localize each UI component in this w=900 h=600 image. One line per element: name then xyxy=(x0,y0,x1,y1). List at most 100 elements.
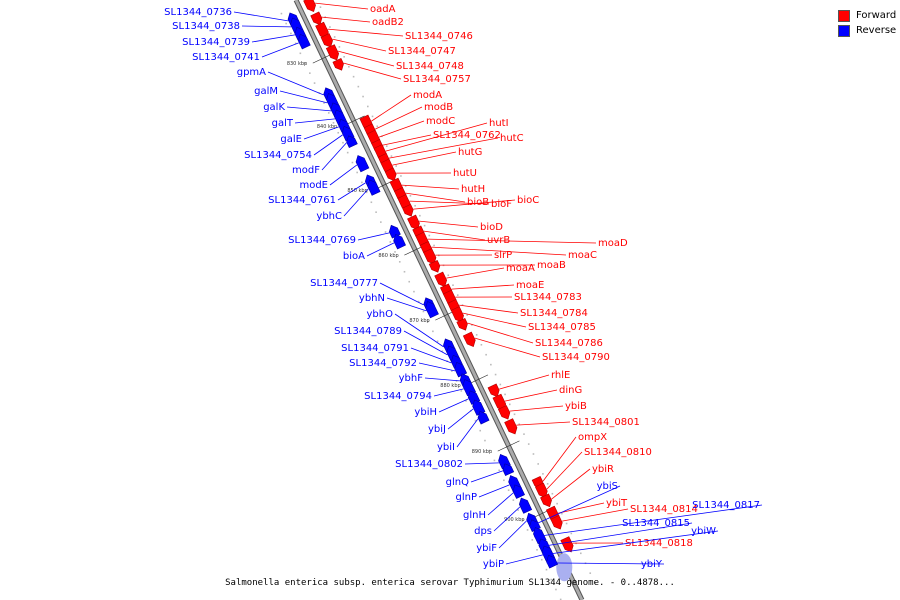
gene-label[interactable]: SL1344_0818 xyxy=(625,538,693,549)
gene-label[interactable]: SL1344_0748 xyxy=(396,61,464,72)
gene-label[interactable]: SL1344_0790 xyxy=(542,352,610,363)
gene-sl1344-0818[interactable]: SL1344_0818 xyxy=(560,536,693,553)
gene-glnq[interactable]: glnQ xyxy=(446,463,515,488)
gene-label[interactable]: ybiF xyxy=(476,543,497,554)
gene-sl1344-0810[interactable]: SL1344_0810 xyxy=(534,447,652,499)
gene-label[interactable]: ybhC xyxy=(316,211,342,222)
gene-label[interactable]: SL1344_0777 xyxy=(310,278,378,289)
gene-biof[interactable]: bioF xyxy=(397,194,512,211)
gene-label[interactable]: galT xyxy=(272,118,294,129)
gene-glnh[interactable]: glnH xyxy=(463,484,526,521)
gene-label[interactable]: SL1344_0783 xyxy=(514,292,582,303)
gene-arrow[interactable] xyxy=(423,248,437,265)
gene-arrow[interactable] xyxy=(472,399,486,416)
gene-arrow[interactable] xyxy=(310,11,323,26)
gene-arrow[interactable] xyxy=(534,482,548,499)
gene-arrow[interactable] xyxy=(384,167,397,182)
gene-sl1344-0802[interactable]: SL1344_0802 xyxy=(395,453,511,470)
gene-label[interactable]: SL1344_0754 xyxy=(244,150,312,161)
gene-label[interactable]: SL1344_0810 xyxy=(584,447,652,458)
gene-mode[interactable]: modE xyxy=(299,155,370,192)
gene-label[interactable]: SL1344_0786 xyxy=(535,338,603,349)
gene-dps[interactable]: dps xyxy=(474,497,533,537)
gene-label[interactable]: gpmA xyxy=(237,67,266,78)
gene-sl1344-0814[interactable]: SL1344_0814 xyxy=(550,504,698,530)
gene-arrow[interactable] xyxy=(325,44,340,61)
gene-label[interactable]: SL1344_0794 xyxy=(364,391,432,402)
gene-label[interactable]: modF xyxy=(292,165,320,176)
gene-label[interactable]: ybiY xyxy=(641,559,663,570)
gene-label[interactable]: glnH xyxy=(463,510,486,521)
gene-ybii[interactable]: ybiI xyxy=(437,410,490,453)
gene-arrow[interactable] xyxy=(550,515,563,530)
gene-ding[interactable]: dinG xyxy=(492,385,582,411)
gene-label[interactable]: SL1344_0792 xyxy=(349,358,417,369)
gene-bioc[interactable]: bioC xyxy=(402,195,540,217)
gene-arrow[interactable] xyxy=(477,410,490,425)
gene-label[interactable]: SL1344_0802 xyxy=(395,459,463,470)
gene-arrow[interactable] xyxy=(560,536,574,553)
reverse-strand-genes[interactable]: SL1344_0736 SL1344_0738 SL1344_0739 SL1344_… xyxy=(164,7,763,570)
gene-slrp[interactable]: slrP xyxy=(423,248,513,265)
gene-label[interactable]: moaE xyxy=(516,280,544,291)
gene-label[interactable]: ybiH xyxy=(414,407,437,418)
gene-sl1344-0786[interactable]: SL1344_0786 xyxy=(456,318,603,349)
gene-label[interactable]: moaB xyxy=(537,260,566,271)
gene-arrow[interactable] xyxy=(502,463,515,476)
gene-label[interactable]: slrP xyxy=(494,250,512,261)
gene-ybij[interactable]: ybiJ xyxy=(428,399,486,435)
gene-label[interactable]: bioD xyxy=(480,222,503,233)
gene-sl1344-0783[interactable]: SL1344_0783 xyxy=(442,289,582,307)
gene-oada[interactable]: oadA xyxy=(303,0,396,15)
gene-arrow[interactable] xyxy=(540,493,552,508)
gene-sl1344-0741[interactable]: SL1344_0741 xyxy=(192,33,311,63)
gene-label[interactable]: hutC xyxy=(500,133,524,144)
gene-arrow[interactable] xyxy=(355,155,370,173)
gene-label[interactable]: galM xyxy=(254,86,278,97)
gene-arrow[interactable] xyxy=(332,58,344,71)
gene-label[interactable]: galK xyxy=(263,102,285,113)
gene-ybhn[interactable]: ybhN xyxy=(359,293,439,319)
gene-label[interactable]: oadA xyxy=(370,4,396,15)
gene-label[interactable]: hutI xyxy=(489,118,509,129)
gene-label[interactable]: SL1344_0817 xyxy=(692,500,760,511)
gene-arrow[interactable] xyxy=(407,214,420,231)
gene-label[interactable]: SL1344_0747 xyxy=(388,46,456,57)
gene-ybiy[interactable]: ybiY xyxy=(546,554,665,570)
gene-arrow[interactable] xyxy=(462,331,476,348)
gene-label[interactable]: ybiI xyxy=(437,442,455,453)
gene-label[interactable]: SL1344_0785 xyxy=(528,322,596,333)
gene-label[interactable]: SL1344_0789 xyxy=(334,326,402,337)
gene-sl1344-0757[interactable]: SL1344_0757 xyxy=(332,58,471,85)
gene-label[interactable]: moaD xyxy=(598,238,628,249)
gene-sl1344-0801[interactable]: SL1344_0801 xyxy=(504,417,640,435)
gene-label[interactable]: dinG xyxy=(559,385,582,396)
gene-modf[interactable]: modF xyxy=(292,135,358,176)
gene-label[interactable]: SL1344_0757 xyxy=(403,74,471,85)
gene-arrow[interactable] xyxy=(546,554,559,569)
gene-label[interactable]: moaA xyxy=(506,263,535,274)
gene-arrow[interactable] xyxy=(456,318,468,331)
gene-label[interactable]: moaC xyxy=(568,250,597,261)
gene-ybir[interactable]: ybiR xyxy=(540,464,615,508)
gene-label[interactable]: glnP xyxy=(456,492,478,503)
gene-arrow[interactable] xyxy=(518,497,533,514)
gene-label[interactable]: ybiR xyxy=(592,464,614,475)
gene-arrow[interactable] xyxy=(497,405,511,420)
gene-label[interactable]: hutU xyxy=(453,168,477,179)
gene-oadb2[interactable]: oadB2 xyxy=(310,11,404,28)
gene-arrow[interactable] xyxy=(367,179,381,196)
gene-label[interactable]: SL1344_0814 xyxy=(630,504,698,515)
gene-rhle[interactable]: rhlE xyxy=(487,370,570,398)
gene-moaa[interactable]: moaA xyxy=(434,263,535,288)
gene-label[interactable]: SL1344_0801 xyxy=(572,417,640,428)
gene-label[interactable]: bioA xyxy=(343,251,365,262)
gene-label[interactable]: bioC xyxy=(517,195,539,206)
gene-arrow[interactable] xyxy=(297,33,311,50)
gene-sl1344-0747[interactable]: SL1344_0747 xyxy=(320,33,456,58)
gene-sl1344-0785[interactable]: SL1344_0785 xyxy=(450,306,596,333)
gene-arrow[interactable] xyxy=(450,306,464,323)
gene-label[interactable]: SL1344_0736 xyxy=(164,7,232,18)
gene-arrow[interactable] xyxy=(504,418,518,435)
gene-label[interactable]: hutH xyxy=(461,184,485,195)
